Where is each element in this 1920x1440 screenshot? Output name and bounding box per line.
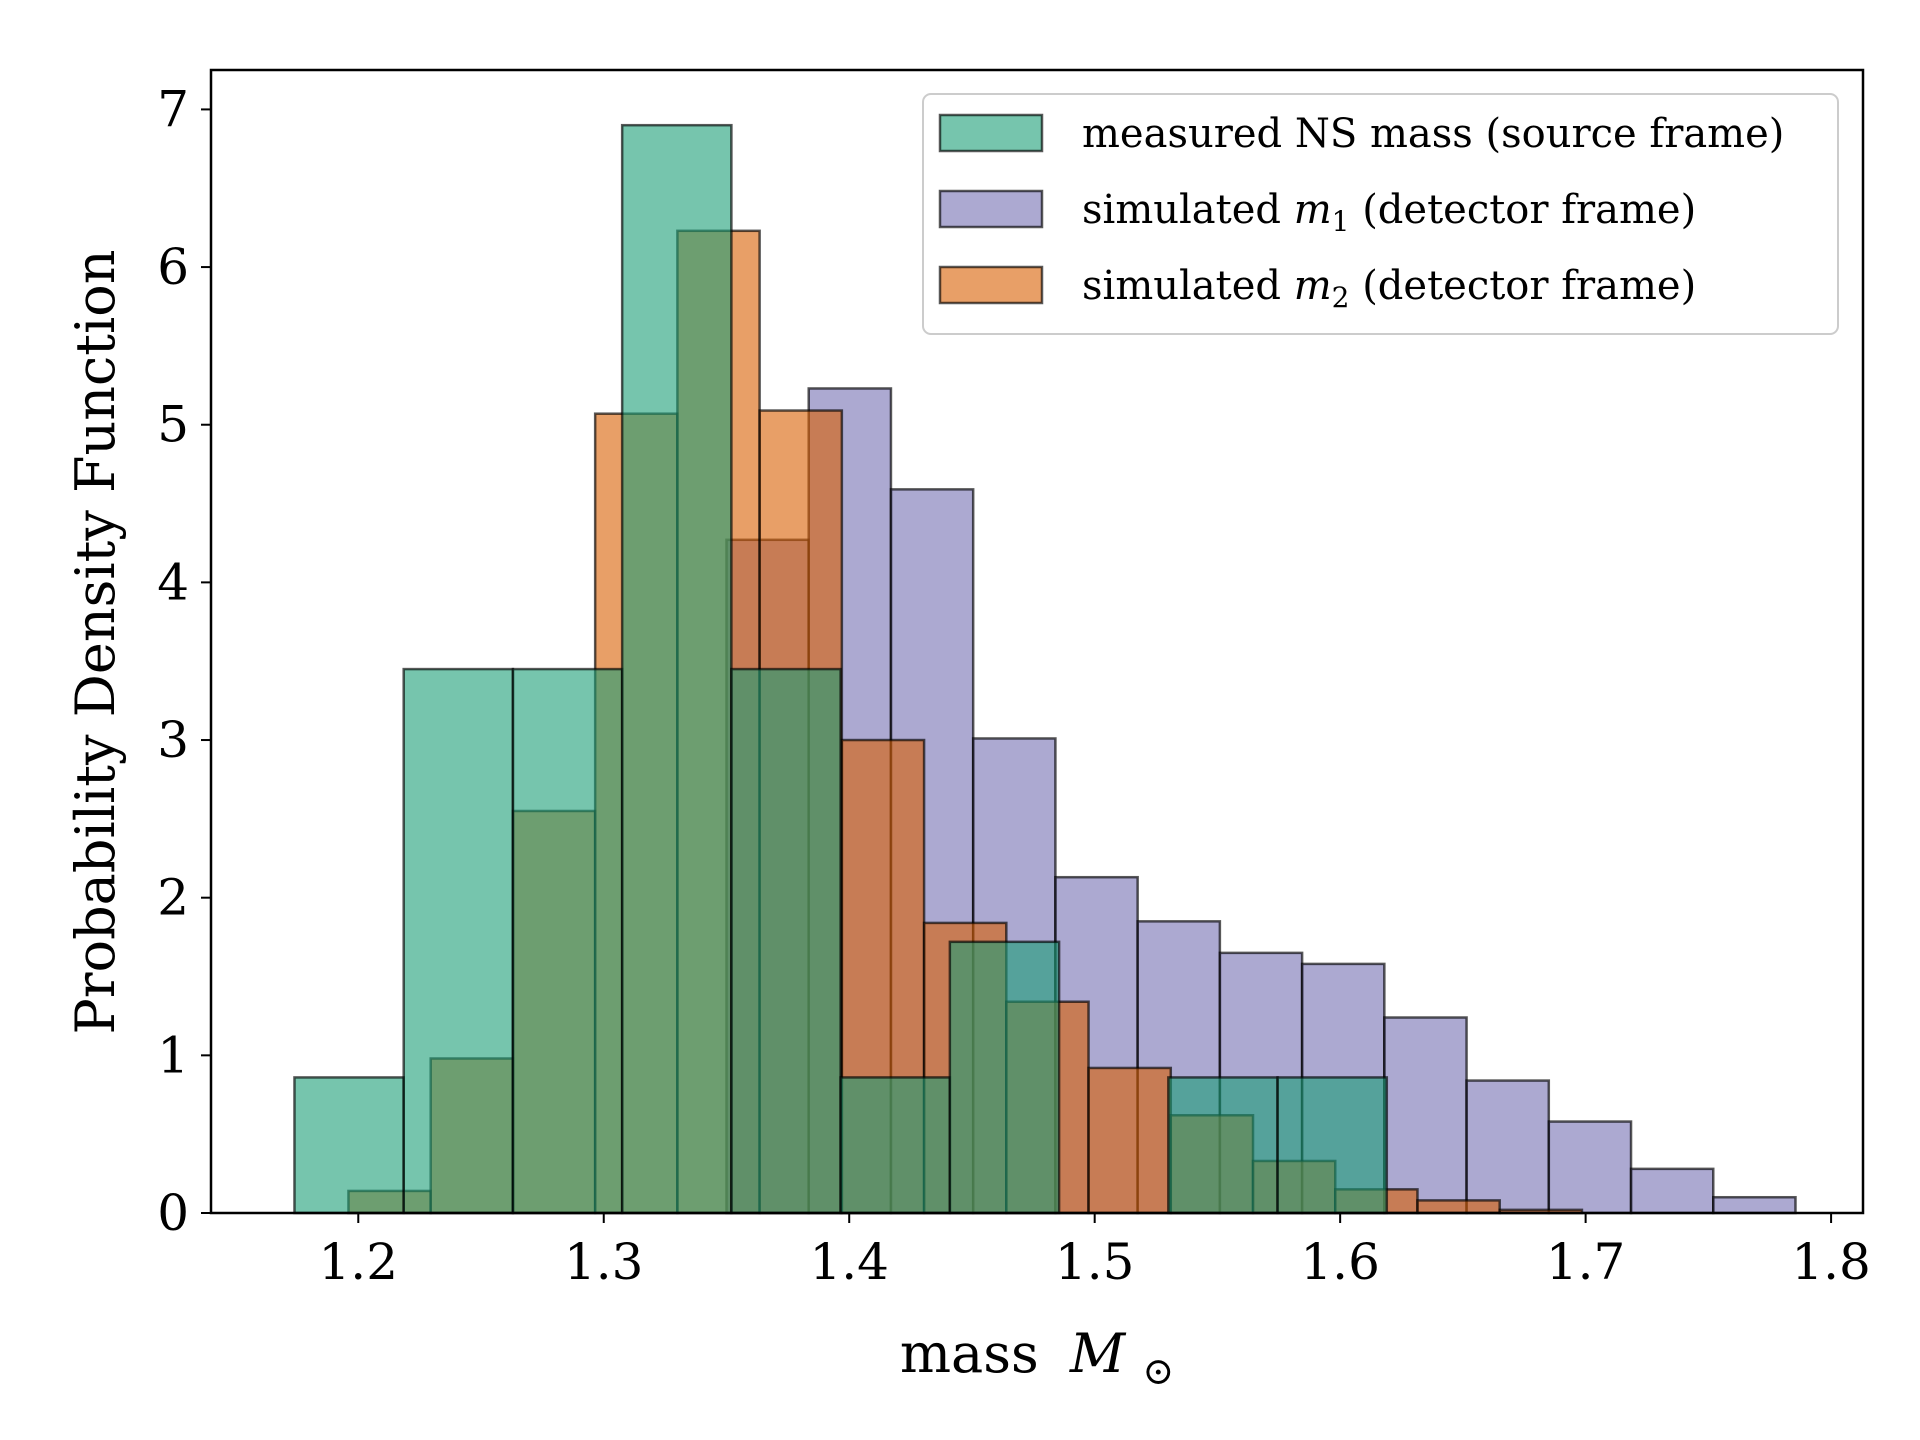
histogram-bar — [1276, 1076, 1389, 1215]
series-3-bars — [293, 123, 1389, 1215]
y-tick-label: 5 — [157, 396, 189, 454]
legend-label-prefix: measured NS mass (source frame) — [1082, 111, 1784, 157]
y-tick-label: 4 — [157, 553, 189, 611]
x-axis-title: mass M ⊙ — [900, 1322, 1174, 1393]
legend-label: simulated m1 (detector frame) — [1082, 187, 1696, 238]
histogram-bar — [948, 940, 1061, 1215]
histogram-bar — [1712, 1195, 1797, 1215]
legend-swatch — [938, 265, 1044, 305]
histogram-bar — [839, 1076, 952, 1215]
legend-label-symbol: m — [1294, 187, 1332, 233]
histogram-bars — [293, 123, 1797, 1215]
histogram-bar — [1547, 1120, 1633, 1215]
legend-label: simulated m2 (detector frame) — [1082, 263, 1696, 314]
legend-label-subscript: 1 — [1332, 205, 1350, 238]
legend-label-suffix: (detector frame) — [1349, 187, 1696, 233]
plot-frame — [209, 68, 1865, 1215]
legend-label-suffix: (detector frame) — [1349, 263, 1696, 309]
histogram-bar — [730, 667, 842, 1215]
histogram-bar — [1629, 1167, 1715, 1215]
x-tick-label: 1.2 — [319, 1233, 399, 1291]
legend-label-symbol: m — [1294, 263, 1332, 309]
y-axis-ticks: 0 1 2 3 4 5 6 7 — [157, 80, 211, 1242]
histogram-bar — [620, 123, 733, 1215]
histogram-bar — [1167, 1076, 1279, 1215]
legend-label-subscript: 2 — [1332, 281, 1350, 314]
histogram-bar — [402, 667, 515, 1215]
y-tick-label: 3 — [157, 711, 189, 769]
x-tick-label: 1.6 — [1300, 1233, 1380, 1291]
y-tick-label: 6 — [157, 238, 189, 296]
x-tick-label: 1.8 — [1791, 1233, 1871, 1291]
x-tick-label: 1.7 — [1546, 1233, 1626, 1291]
x-tick-label: 1.3 — [564, 1233, 644, 1291]
x-axis-ticks: 1.2 1.3 1.4 1.5 1.6 1.7 1.8 — [319, 1213, 1871, 1291]
legend-label-prefix: simulated — [1082, 187, 1294, 233]
y-tick-label: 1 — [157, 1026, 189, 1084]
x-axis-title-subscript: ⊙ — [1142, 1349, 1174, 1393]
histogram-bar — [1087, 1066, 1173, 1215]
legend-swatch — [938, 189, 1044, 229]
legend-frame — [922, 93, 1839, 335]
x-axis-title-word: mass — [900, 1322, 1039, 1385]
histogram-bar — [1465, 1079, 1551, 1215]
y-tick-label: 7 — [157, 80, 189, 138]
y-tick-label: 2 — [157, 869, 189, 927]
histogram-bar — [1416, 1199, 1501, 1215]
x-tick-label: 1.4 — [809, 1233, 889, 1291]
y-tick-label: 0 — [157, 1184, 189, 1242]
x-axis-title-symbol: M — [1069, 1322, 1127, 1385]
legend-label: measured NS mass (source frame) — [1082, 111, 1784, 157]
legend-swatch — [938, 113, 1044, 153]
histogram-bar — [293, 1076, 405, 1215]
legend-label-prefix: simulated — [1082, 263, 1294, 309]
histogram-bar — [1383, 1016, 1468, 1215]
legend: measured NS mass (source frame) simulated… — [922, 93, 1839, 335]
histogram-bar — [511, 667, 624, 1215]
y-axis-title: Probability Density Function — [64, 249, 127, 1034]
x-tick-label: 1.5 — [1055, 1233, 1135, 1291]
